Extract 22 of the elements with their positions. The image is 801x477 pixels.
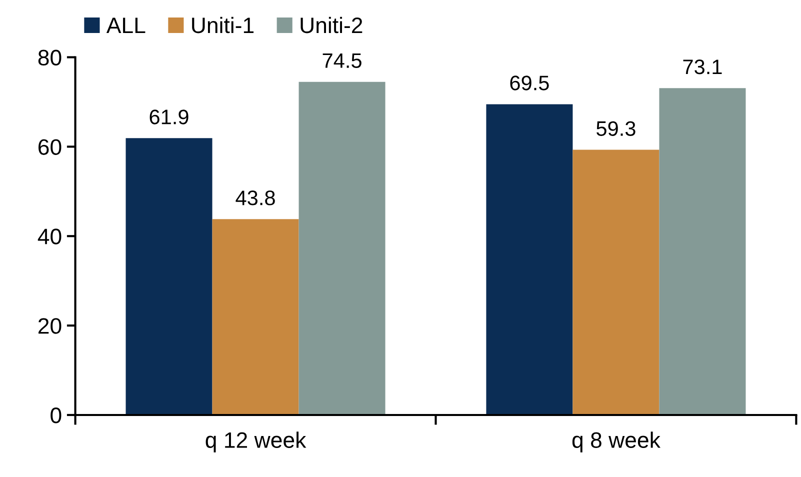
- data-label: 59.3: [596, 121, 636, 136]
- x-tick-label: q 8 week: [572, 432, 660, 452]
- data-label: 43.8: [236, 190, 275, 206]
- data-label: 69.5: [510, 76, 549, 90]
- bar: [572, 150, 660, 415]
- y-tick-label: 20: [38, 318, 62, 334]
- x-tick-label: q 12 week: [206, 432, 306, 452]
- bar: [298, 82, 386, 415]
- bar: [659, 88, 746, 415]
- bar: [486, 104, 573, 415]
- y-tick-label: 0: [50, 408, 62, 424]
- legend-label: Uniti-2: [300, 16, 362, 34]
- data-label: 73.1: [683, 60, 722, 74]
- bar: [126, 138, 212, 415]
- legend-label: Uniti-1: [192, 16, 254, 34]
- data-label: 74.5: [322, 53, 362, 68]
- y-tick-label: 40: [38, 228, 62, 244]
- data-label: 61.9: [150, 110, 188, 124]
- y-tick-label: 80: [38, 50, 62, 66]
- y-tick-label: 60: [38, 139, 62, 155]
- bar: [212, 219, 299, 415]
- legend-label: ALL: [106, 18, 146, 34]
